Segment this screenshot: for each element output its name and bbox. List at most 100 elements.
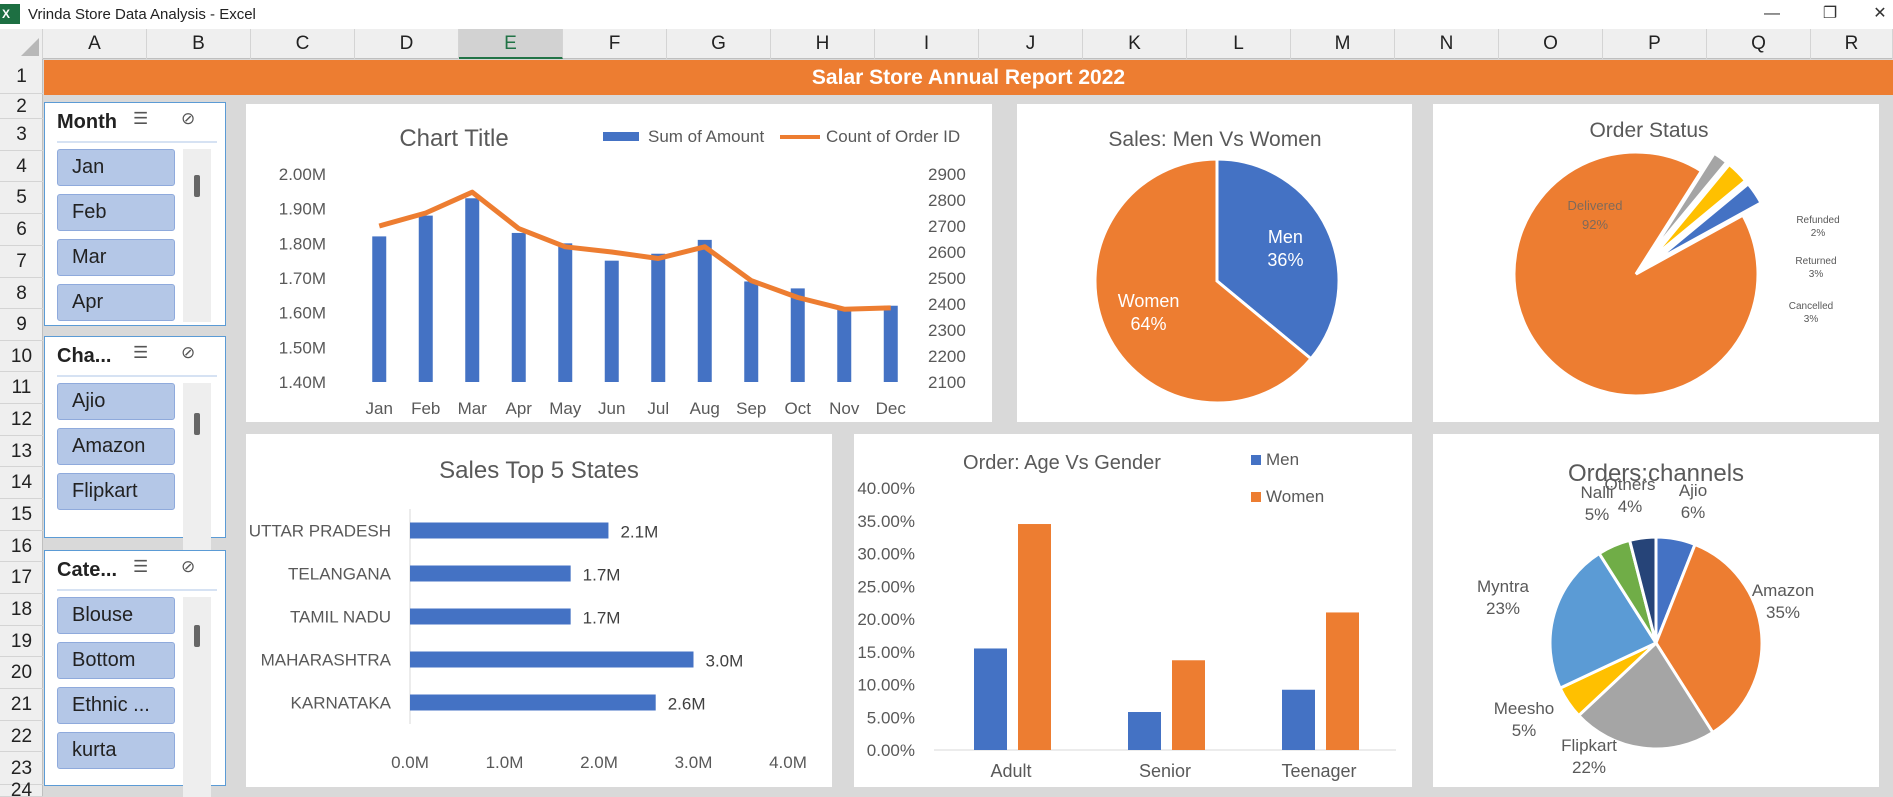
row-header-20[interactable]: 20 (0, 657, 43, 689)
gender-sales-pie-chart[interactable]: Sales: Men Vs Women Men 36% Women 64% (1017, 104, 1412, 422)
window-title: Vrinda Store Data Analysis - Excel (28, 6, 256, 23)
slicer-item[interactable]: Feb (57, 194, 175, 231)
slicer-item[interactable]: Jan (57, 149, 175, 186)
data-label: 2.1M (620, 523, 658, 542)
pie-percent: 22% (1572, 758, 1606, 777)
x-tick-label: Senior (1139, 761, 1191, 781)
row-header-22[interactable]: 22 (0, 721, 43, 752)
row-header-17[interactable]: 17 (0, 562, 43, 594)
scrollbar-thumb[interactable] (194, 625, 200, 647)
row-header-14[interactable]: 14 (0, 467, 43, 499)
row-header-4[interactable]: 4 (0, 151, 43, 182)
multi-select-icon[interactable]: ☰ (133, 557, 149, 576)
row-header-11[interactable]: 11 (0, 372, 43, 404)
column-header-o[interactable]: O (1499, 29, 1603, 59)
row-header-21[interactable]: 21 (0, 689, 43, 721)
row-header-10[interactable]: 10 (0, 341, 43, 372)
multi-select-icon[interactable]: ☰ (133, 109, 149, 128)
row-header-5[interactable]: 5 (0, 182, 43, 214)
column-header-p[interactable]: P (1603, 29, 1707, 59)
pie-percent: 3% (1804, 314, 1819, 325)
bar-amount-apr (511, 232, 526, 382)
bar-men-teenager (1282, 689, 1315, 750)
row-header-1[interactable]: 1 (0, 59, 43, 94)
row-header-16[interactable]: 16 (0, 531, 43, 562)
minimize-button[interactable]: — (1764, 5, 1780, 22)
close-button[interactable]: ✕ (1873, 5, 1887, 22)
x-tick-label: Teenager (1281, 761, 1356, 781)
column-header-q[interactable]: Q (1707, 29, 1811, 59)
slicer-items: Jan Feb Mar Apr (57, 149, 182, 322)
bar-state-0 (410, 522, 609, 539)
select-all-button[interactable] (0, 29, 43, 59)
slicer-item[interactable]: Mar (57, 239, 175, 276)
age-gender-bar-chart[interactable]: Order: Age Vs Gender Men Women 0.00% 5.00% 10… (854, 434, 1412, 787)
row-header-8[interactable]: 8 (0, 278, 43, 309)
column-header-k[interactable]: K (1083, 29, 1187, 59)
order-status-pie-chart[interactable]: Order Status Delivered 92% Refunded 2% Return… (1433, 104, 1879, 422)
restore-button[interactable]: ❐ (1822, 5, 1838, 22)
column-header-h[interactable]: H (771, 29, 875, 59)
top-states-bar-chart[interactable]: Sales Top 5 States 0.0M 1.0M 2.0M 3.0M 4.0M UT… (246, 434, 832, 787)
column-header-m[interactable]: M (1291, 29, 1395, 59)
scrollbar-thumb[interactable] (194, 175, 200, 197)
slicer-scrollbar[interactable] (183, 149, 211, 322)
y2-tick-label: 2100 (928, 373, 966, 392)
slicer-item[interactable]: Flipkart (57, 473, 175, 510)
slicer-item[interactable]: Bottom (57, 642, 175, 679)
y2-tick-label: 2200 (928, 347, 966, 366)
chart-title: Chart Title (399, 125, 508, 152)
row-header-12[interactable]: 12 (0, 404, 43, 436)
state-label: KARNATAKA (291, 694, 392, 713)
row-header-2[interactable]: 2 (0, 94, 43, 119)
slicer-item[interactable]: Ajio (57, 383, 175, 420)
slicer-item[interactable]: kurta (57, 732, 175, 769)
slicer-item[interactable]: Ethnic ... (57, 687, 175, 724)
row-header-24[interactable]: 24 (0, 781, 43, 797)
chart-title: Order: Age Vs Gender (963, 452, 1161, 474)
slicer-item[interactable]: Blouse (57, 597, 175, 634)
slicer-item[interactable]: Amazon (57, 428, 175, 465)
data-label: 1.7M (583, 609, 621, 628)
row-header-15[interactable]: 15 (0, 499, 43, 531)
column-header-i[interactable]: I (875, 29, 979, 59)
row-header-3[interactable]: 3 (0, 119, 43, 151)
scrollbar-thumb[interactable] (194, 413, 200, 435)
clear-filter-icon[interactable]: ⊘ (181, 343, 196, 362)
slicer-scrollbar[interactable] (183, 383, 211, 568)
column-header-b[interactable]: B (147, 29, 251, 59)
column-header-a[interactable]: A (43, 29, 147, 59)
bar-men-adult (974, 648, 1007, 750)
slicer-title: Cha... (57, 345, 112, 367)
row-header-13[interactable]: 13 (0, 436, 43, 467)
column-header-e[interactable]: E (459, 29, 563, 59)
column-header-f[interactable]: F (563, 29, 667, 59)
row-header-23[interactable]: 23 (0, 752, 43, 785)
pie-percent: 35% (1766, 603, 1800, 622)
x-tick-label: Mar (458, 399, 488, 418)
column-header-g[interactable]: G (667, 29, 771, 59)
row-header-7[interactable]: 7 (0, 246, 43, 278)
multi-select-icon[interactable]: ☰ (133, 343, 149, 362)
monthly-sales-chart[interactable]: Chart Title Sum of Amount Count of Order I… (246, 104, 992, 422)
channels-pie-chart[interactable]: Orders:channels Ajio 6% Amazon 35% Flipkart 22… (1433, 434, 1879, 787)
slicer-item[interactable]: Apr (57, 284, 175, 321)
x-tick-label: 0.0M (391, 753, 429, 772)
x-tick-label: Adult (990, 761, 1031, 781)
row-header-9[interactable]: 9 (0, 309, 43, 341)
pie-percent: 23% (1486, 599, 1520, 618)
row-header-18[interactable]: 18 (0, 594, 43, 626)
row-header-19[interactable]: 19 (0, 626, 43, 657)
column-header-n[interactable]: N (1395, 29, 1499, 59)
row-header-6[interactable]: 6 (0, 214, 43, 246)
clear-filter-icon[interactable]: ⊘ (181, 557, 196, 576)
slicer-scrollbar[interactable] (183, 597, 211, 797)
column-header-d[interactable]: D (355, 29, 459, 59)
x-tick-label: Oct (785, 399, 812, 418)
clear-filter-icon[interactable]: ⊘ (181, 109, 196, 128)
column-header-r[interactable]: R (1811, 29, 1893, 59)
column-header-c[interactable]: C (251, 29, 355, 59)
column-header-l[interactable]: L (1187, 29, 1291, 59)
column-header-j[interactable]: J (979, 29, 1083, 59)
